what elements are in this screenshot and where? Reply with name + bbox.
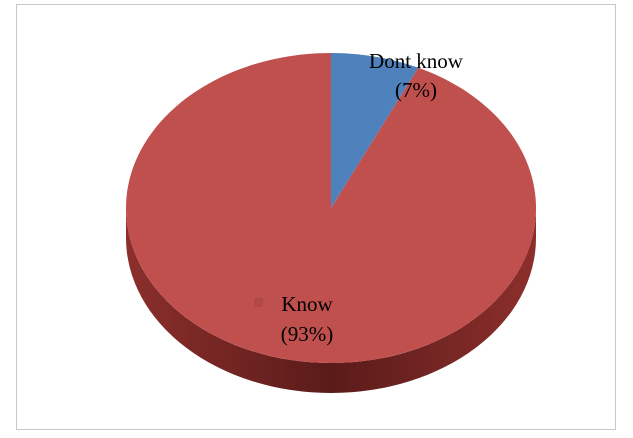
pie-slice-side-know	[126, 208, 536, 393]
pie-slice-know	[126, 53, 536, 364]
chart-area: Dont know (7%) Know (93%)	[16, 4, 616, 430]
slice-value-dont-know: (7%)	[395, 78, 437, 102]
legend-key-know	[254, 298, 263, 307]
slice-label-dont-know: Dont know	[369, 49, 464, 73]
pie-slice-dont-know	[331, 53, 419, 208]
slice-value-know: (93%)	[281, 322, 333, 346]
slice-label-know: Know	[281, 292, 333, 316]
pie-chart: Dont know (7%) Know (93%)	[126, 49, 536, 393]
